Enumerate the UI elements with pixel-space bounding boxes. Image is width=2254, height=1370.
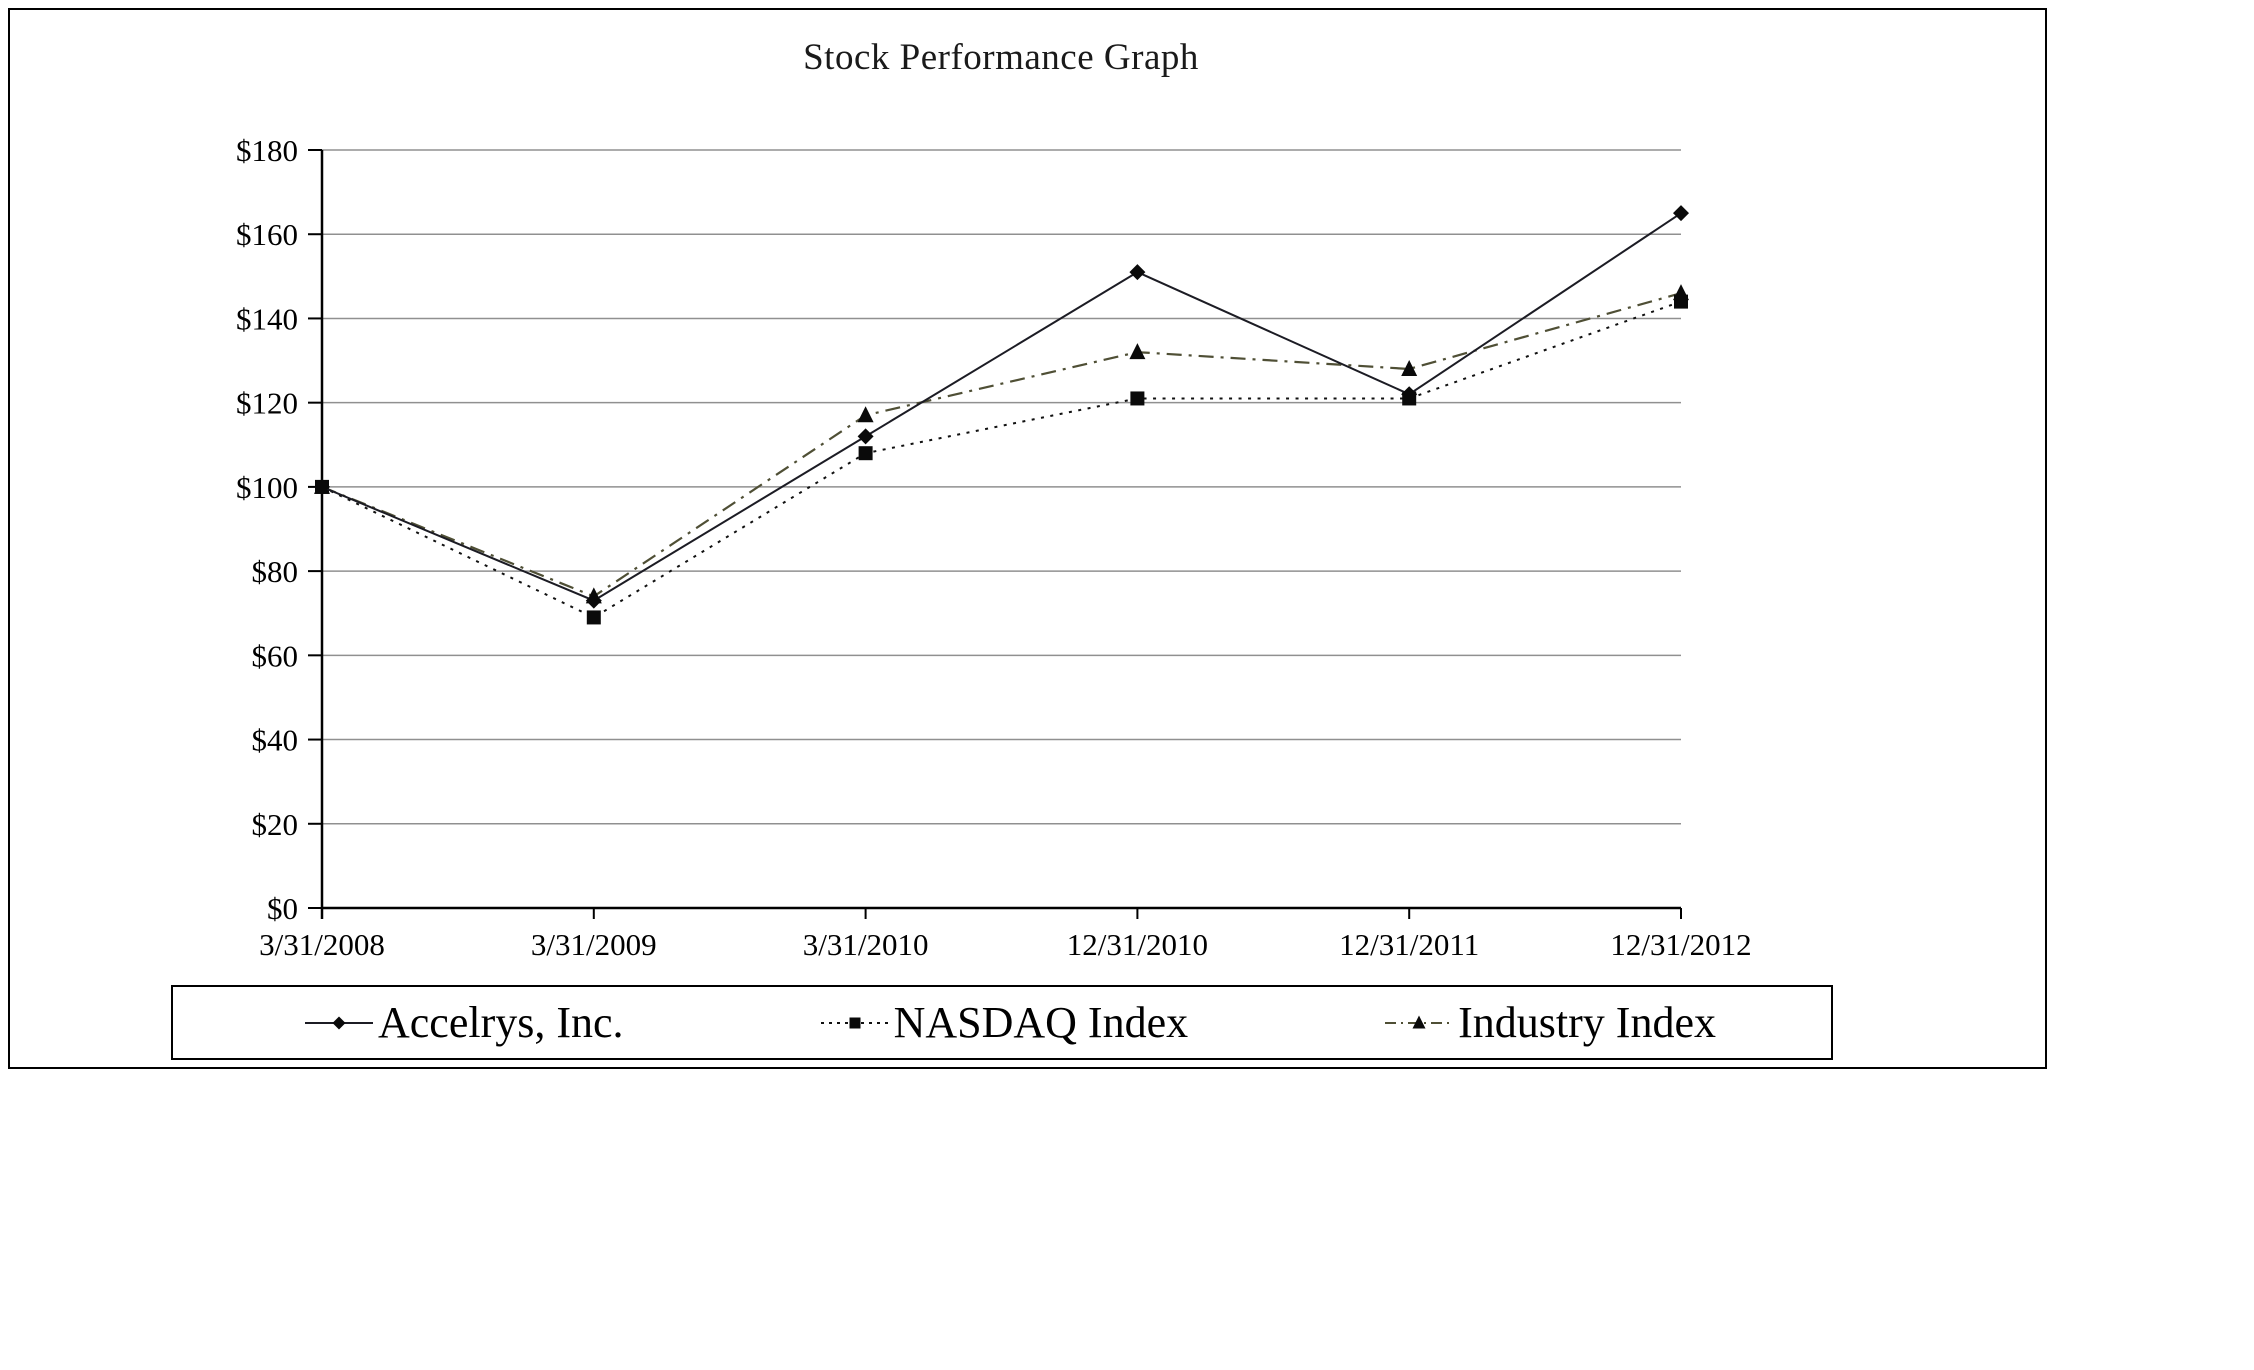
y-tick-label: $120 <box>236 386 298 421</box>
nasdaq-line-square-icon <box>820 1017 889 1028</box>
y-tick-label: $60 <box>252 638 299 673</box>
y-tick-label: $80 <box>252 554 299 589</box>
data-point-nasdaq-index <box>1674 294 1688 309</box>
legend-label-accelrys: Accelrys, Inc. <box>378 997 624 1047</box>
x-tick-label: 12/31/2010 <box>1067 927 1208 962</box>
y-tick-label: $100 <box>236 470 298 505</box>
y-tick-label: $0 <box>267 891 298 926</box>
industry-line-triangle-icon <box>1385 1015 1454 1028</box>
x-tick-label: 3/31/2008 <box>259 927 385 962</box>
x-tick-label: 12/31/2011 <box>1339 927 1479 962</box>
legend-item-accelrys: Accelrys, Inc. <box>303 997 624 1047</box>
data-point-accelrys-inc <box>1673 205 1689 222</box>
legend-item-industry: Industry Index <box>1383 997 1716 1047</box>
data-point-industry-index <box>1129 343 1146 360</box>
series-line-nasdaq-index <box>321 300 1682 619</box>
y-tick-label: $40 <box>252 723 299 758</box>
data-point-nasdaq-index <box>1130 391 1145 406</box>
legend-item-nasdaq: NASDAQ Index <box>819 997 1189 1047</box>
legend-label-nasdaq: NASDAQ Index <box>893 997 1189 1047</box>
data-point-accelrys-inc <box>1129 264 1146 281</box>
series-line-industry-index <box>321 292 1682 598</box>
legend-label-industry: Industry Index <box>1458 997 1716 1047</box>
series-line-accelrys-inc <box>321 212 1682 602</box>
data-point-accelrys-inc <box>585 592 602 609</box>
data-point-accelrys-inc <box>314 478 330 495</box>
data-point-industry-index <box>857 406 874 423</box>
data-point-nasdaq-index <box>858 446 873 461</box>
accelrys-line-diamond-icon <box>305 1016 373 1029</box>
data-point-industry-index <box>1401 359 1418 376</box>
chart-title: Stock Performance Graph <box>803 37 1199 78</box>
data-point-accelrys-inc <box>857 428 874 445</box>
x-tick-label: 3/31/2009 <box>531 927 657 962</box>
x-tick-label: 3/31/2010 <box>803 927 929 962</box>
data-point-nasdaq-index <box>586 610 601 625</box>
y-tick-label: $180 <box>236 133 298 168</box>
y-tick-label: $140 <box>236 301 298 336</box>
data-point-accelrys-inc <box>1401 386 1418 403</box>
x-tick-label: 12/31/2012 <box>1610 927 1751 962</box>
y-tick-label: $160 <box>236 217 298 252</box>
chart-legend: Accelrys, Inc. NASDAQ Index Industry Ind… <box>171 985 1833 1060</box>
chart-outer-border <box>8 8 2047 1069</box>
y-tick-label: $20 <box>252 807 299 842</box>
